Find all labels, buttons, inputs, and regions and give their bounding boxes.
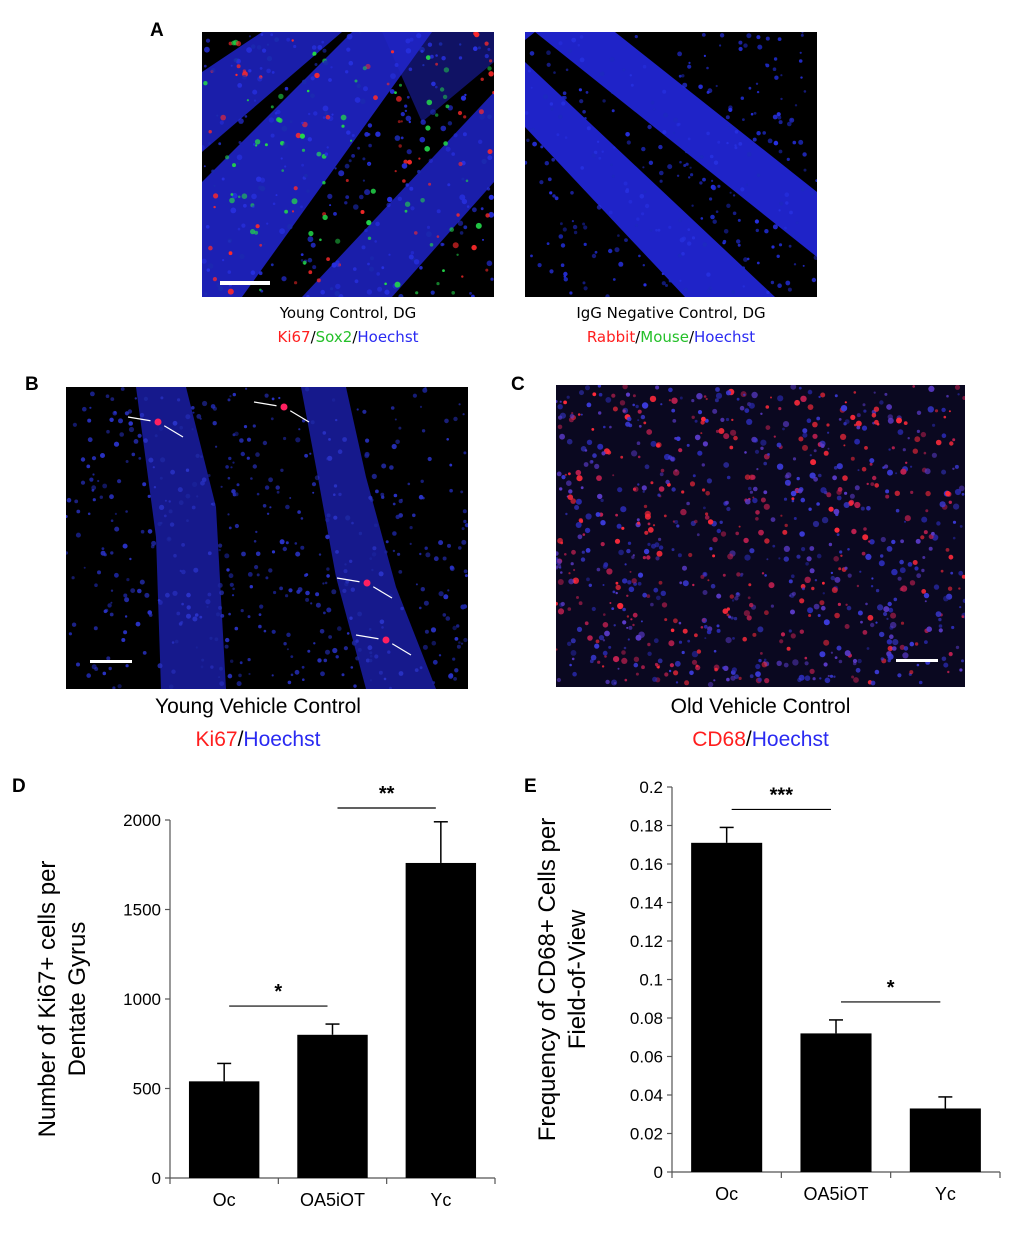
- ki67-positive-cell: [280, 403, 288, 411]
- bar-chart-cd68: 0 0.02 0.04 0.06 0.08 0.1 0.12 0.14 0.16 0.18 0.2 O…: [534, 778, 1001, 1204]
- pointer-arrow: [163, 425, 184, 438]
- panel-b-letter: B: [25, 374, 39, 395]
- significance-label: *: [274, 981, 282, 1003]
- y-axis-title-line: Dentate Gyrus: [64, 922, 91, 1077]
- micrograph-b-image: [66, 387, 468, 689]
- micro-c-image: [556, 385, 965, 687]
- stain-separator: /: [635, 328, 641, 346]
- pointer-arrow: [127, 416, 151, 422]
- significance-label: ***: [770, 784, 794, 806]
- x-tick-label: Oc: [715, 1184, 738, 1204]
- bar-oc: [188, 1081, 260, 1178]
- panel-e-letter: E: [524, 776, 537, 797]
- y-tick-label: 0.1: [639, 971, 663, 990]
- significance-label: *: [887, 977, 895, 999]
- pointer-arrow: [391, 643, 412, 656]
- x-tick-label: Yc: [430, 1190, 451, 1210]
- ki67-positive-cell: [382, 636, 390, 644]
- cell-speckles: [525, 32, 817, 297]
- y-tick-label: 0.02: [630, 1125, 663, 1144]
- panel-c-caption: Old Vehicle Control: [670, 695, 851, 718]
- stain-cd68-label: CD68: [692, 728, 746, 751]
- micrograph-a1-image: [202, 32, 494, 297]
- panel-a-right-caption: IgG Negative Control, DG: [576, 304, 766, 322]
- cell-speckles: [202, 32, 494, 297]
- y-axis-title-line: Number of Ki67+ cells per: [34, 861, 61, 1138]
- y-tick-label: 500: [133, 1080, 161, 1099]
- panel-a-right-stain: Rabbit/Mouse/Hoechst: [525, 328, 817, 346]
- stain-hoechst-label: Hoechst: [357, 328, 419, 346]
- panel-a-left-stain: Ki67/Sox2/Hoechst: [202, 328, 494, 346]
- x-tick-label: OA5iOT: [300, 1190, 365, 1210]
- y-tick-label: 0.18: [630, 817, 663, 836]
- micrograph-young-control-dg: [202, 32, 494, 297]
- significance-label: **: [379, 783, 395, 805]
- panel-c-stain: CD68/Hoechst: [556, 728, 965, 752]
- stain-mouse-label: Mouse: [640, 328, 689, 346]
- stain-separator: /: [688, 328, 695, 346]
- ki67-positive-cell: [154, 418, 162, 426]
- pointer-arrow: [289, 410, 310, 423]
- panel-a-letter: A: [150, 20, 164, 41]
- y-tick-label: 0.04: [630, 1086, 663, 1105]
- panel-d-letter: D: [12, 776, 26, 797]
- bar-yc: [405, 862, 477, 1178]
- micrograph-igg-negative-control: [525, 32, 817, 297]
- pointer-arrow: [372, 586, 393, 599]
- y-tick-label: 1500: [123, 901, 161, 920]
- micrograph-old-vehicle-control: [556, 385, 965, 687]
- bar-oa5iot: [297, 1034, 368, 1178]
- panel-a-left-caption: Young Control, DG: [279, 304, 417, 322]
- panel-c-letter: C: [511, 374, 525, 395]
- stain-sox2-label: Sox2: [315, 328, 353, 346]
- y-tick-label: 0.12: [630, 932, 663, 951]
- bar-oa5iot: [800, 1033, 872, 1172]
- y-axis-title-line: Frequency of CD68+ Cells per: [534, 818, 561, 1141]
- micrograph-young-vehicle-control: [66, 387, 468, 689]
- micrograph-a2-image: [525, 32, 817, 297]
- stain-hoechst-label: Hoechst: [243, 728, 321, 751]
- y-tick-label: 0: [654, 1163, 663, 1182]
- stain-hoechst-label: Hoechst: [751, 728, 829, 751]
- stain-separator: /: [745, 728, 752, 751]
- y-tick-label: 0.14: [630, 894, 663, 913]
- bar-oc: [691, 842, 763, 1172]
- pointer-arrow: [355, 634, 379, 640]
- y-axis-title: Number of Ki67+ cells per Dentate Gyrus: [34, 861, 91, 1138]
- cell-speckles: [66, 387, 468, 689]
- stain-ki67-label: Ki67: [195, 728, 238, 751]
- y-tick-label: 1000: [123, 990, 161, 1009]
- stain-hoechst-label: Hoechst: [694, 328, 756, 346]
- scale-bar: [220, 281, 270, 285]
- x-tick-label: Oc: [213, 1190, 236, 1210]
- y-tick-label: 0.08: [630, 1009, 663, 1028]
- cell-speckles: [556, 385, 965, 687]
- pointer-arrow: [336, 577, 360, 583]
- y-tick-label: 0.2: [639, 778, 663, 797]
- scale-bar: [90, 660, 132, 663]
- panel-b-stain: Ki67/Hoechst: [66, 728, 450, 752]
- y-tick-label: 0.06: [630, 1048, 663, 1067]
- y-axis-title-line: Field-of-View: [564, 909, 591, 1049]
- stain-separator: /: [237, 728, 244, 751]
- stain-separator: /: [310, 328, 316, 346]
- panel-b-caption: Young Vehicle Control: [155, 695, 361, 718]
- stain-separator: /: [352, 328, 358, 346]
- y-tick-label: 2000: [123, 811, 161, 830]
- x-tick-label: Yc: [935, 1184, 956, 1204]
- pointer-arrow: [253, 401, 277, 407]
- scale-bar: [896, 659, 938, 662]
- bar-yc: [909, 1108, 981, 1172]
- ki67-positive-cell: [363, 579, 371, 587]
- y-axis-title: Frequency of CD68+ Cells per Field-of-Vie…: [534, 818, 591, 1141]
- stain-rabbit-label: Rabbit: [586, 328, 636, 346]
- x-tick-label: OA5iOT: [803, 1184, 868, 1204]
- y-tick-label: 0: [152, 1169, 161, 1188]
- y-tick-label: 0.16: [630, 855, 663, 874]
- stain-ki67-label: Ki67: [277, 328, 311, 346]
